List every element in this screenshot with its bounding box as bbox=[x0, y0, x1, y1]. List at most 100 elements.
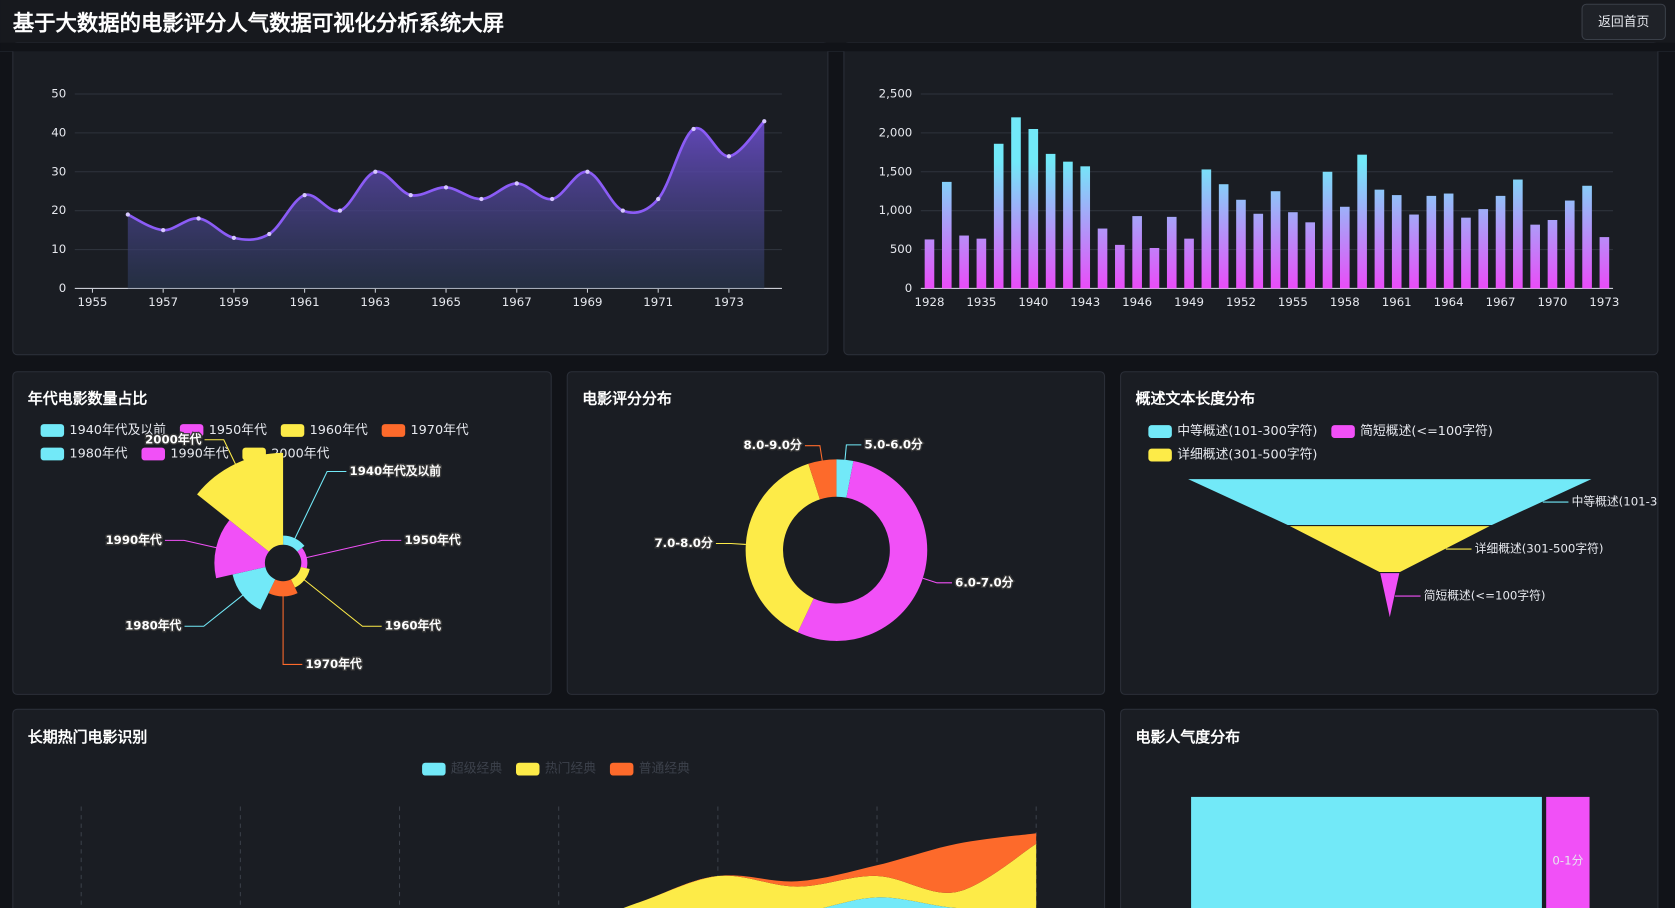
legend-swatch[interactable] bbox=[609, 762, 634, 776]
bar bbox=[1305, 222, 1316, 289]
legend-label[interactable]: 1990年代 bbox=[170, 447, 228, 462]
slice-label: 6.0-7.0分 bbox=[955, 575, 1014, 589]
legend-label[interactable]: 简短概述(<=100字符) bbox=[1360, 423, 1493, 439]
legend-label[interactable]: 1950年代 bbox=[209, 423, 267, 438]
legend-swatch[interactable] bbox=[141, 447, 165, 461]
legend-swatch[interactable] bbox=[40, 447, 65, 461]
bar bbox=[1530, 224, 1540, 289]
legend-label[interactable]: 热门经典 bbox=[545, 762, 596, 777]
x-tick-label: 1946 bbox=[1122, 295, 1152, 309]
x-tick-label: 1967 bbox=[1486, 295, 1516, 309]
x-tick-label: 1971 bbox=[643, 295, 673, 309]
bar bbox=[941, 181, 952, 289]
legend-swatch[interactable] bbox=[422, 762, 446, 776]
legend-label[interactable]: 中等概述(101-300字符) bbox=[1177, 423, 1317, 439]
label-line bbox=[922, 577, 952, 584]
donut-slice bbox=[808, 459, 837, 500]
x-tick-label: 1961 bbox=[1382, 295, 1412, 309]
x-tick-label: 1957 bbox=[148, 295, 178, 309]
point bbox=[267, 231, 272, 237]
home-button[interactable] bbox=[1581, 3, 1666, 41]
funnel-group: 中等概述(101-300字符) 详细概述(301-500字符) 简短概述(<=100… bbox=[1185, 478, 1658, 620]
slice-label: 1950年代 bbox=[404, 533, 460, 547]
bar bbox=[1322, 171, 1333, 289]
point bbox=[514, 181, 519, 186]
stream-layer bbox=[823, 897, 1037, 908]
legend-label[interactable]: 1940年代及以前 bbox=[69, 422, 166, 438]
y-tick-label: 0 bbox=[905, 281, 912, 295]
bar bbox=[1184, 238, 1194, 289]
x-tick-label: 1973 bbox=[1589, 295, 1619, 309]
point bbox=[196, 216, 201, 221]
legend-label[interactable]: 1970年代 bbox=[411, 423, 469, 438]
legend-swatch[interactable] bbox=[381, 424, 406, 437]
legend-swatch[interactable] bbox=[516, 762, 540, 776]
y-tick-label: 1,000 bbox=[879, 203, 913, 217]
legend-label[interactable]: 1980年代 bbox=[69, 447, 127, 462]
point bbox=[691, 126, 696, 132]
legend-swatch[interactable] bbox=[40, 424, 65, 437]
donut-slice bbox=[836, 459, 854, 498]
point bbox=[373, 169, 378, 174]
x-tick-label: 1965 bbox=[431, 295, 461, 309]
bar bbox=[1495, 195, 1506, 289]
legend-swatch[interactable] bbox=[1148, 425, 1172, 438]
legend-swatch[interactable] bbox=[280, 424, 305, 437]
legend-label[interactable]: 详细概述(301-500字符) bbox=[1177, 447, 1317, 463]
legend-swatch[interactable] bbox=[179, 424, 204, 437]
bar bbox=[1374, 189, 1385, 289]
legend-swatch[interactable] bbox=[1331, 425, 1355, 438]
funnel-layer bbox=[1378, 572, 1401, 620]
y-tick-label: 0 bbox=[59, 281, 66, 295]
legend-label[interactable]: 1960年代 bbox=[310, 423, 368, 438]
bar bbox=[1409, 214, 1419, 289]
x-tick-label: 1949 bbox=[1174, 295, 1204, 309]
bar bbox=[1218, 184, 1229, 289]
stream-layer bbox=[623, 843, 1037, 908]
bar bbox=[1080, 166, 1091, 289]
y-tick-label: 10 bbox=[51, 242, 66, 256]
bar bbox=[1045, 153, 1056, 289]
home-button-label[interactable]: 返回首页 bbox=[1598, 15, 1649, 30]
label-line bbox=[204, 439, 238, 467]
x-tick-label: 1967 bbox=[502, 295, 532, 309]
x-tick-label: 1961 bbox=[290, 295, 320, 309]
y-tick-label: 500 bbox=[890, 242, 912, 256]
y-tick-label: 2,000 bbox=[879, 125, 913, 139]
x-tick-label: 1940 bbox=[1018, 295, 1048, 309]
bar bbox=[1339, 206, 1350, 289]
point bbox=[549, 196, 555, 202]
point bbox=[762, 119, 767, 124]
donut-slice bbox=[745, 463, 820, 633]
legend-label[interactable]: 超级经典 bbox=[451, 762, 502, 777]
y-tick-label: 2,500 bbox=[879, 87, 913, 101]
x-tick-label: 1955 bbox=[1278, 295, 1308, 309]
rose-slice bbox=[268, 579, 298, 597]
panel-title: 电影评分分布 bbox=[582, 390, 672, 408]
slice-label: 2000年代 bbox=[145, 432, 201, 446]
slice-label: 7.0-8.0分 bbox=[654, 536, 713, 550]
rose-slice bbox=[232, 567, 276, 610]
label-line bbox=[164, 539, 220, 549]
legend-swatch[interactable] bbox=[1148, 448, 1172, 462]
bar bbox=[1547, 219, 1558, 289]
label-line bbox=[303, 539, 402, 559]
label-line bbox=[844, 444, 862, 460]
bar bbox=[1426, 195, 1437, 289]
point bbox=[337, 208, 343, 213]
slice-label: 1990年代 bbox=[106, 533, 162, 547]
page-title: 基于大数据的电影评分人气数据可视化分析系统大屏 bbox=[13, 11, 504, 37]
treemap-cell bbox=[1191, 796, 1542, 908]
funnel-label: 详细概述(301-500字符) bbox=[1475, 542, 1604, 556]
bar bbox=[1166, 216, 1177, 289]
slice-label: 8.0-9.0分 bbox=[743, 438, 802, 452]
legend-label[interactable]: 2000年代 bbox=[271, 447, 329, 462]
legend-label[interactable]: 普通经典 bbox=[639, 762, 690, 777]
bar bbox=[1357, 154, 1367, 289]
slice-label: 5.0-6.0分 bbox=[865, 437, 924, 451]
slice-label: 1940年代及以前 bbox=[350, 464, 442, 478]
rose-slice bbox=[214, 520, 269, 579]
bar bbox=[1011, 117, 1021, 289]
x-tick-label: 1955 bbox=[78, 295, 108, 309]
